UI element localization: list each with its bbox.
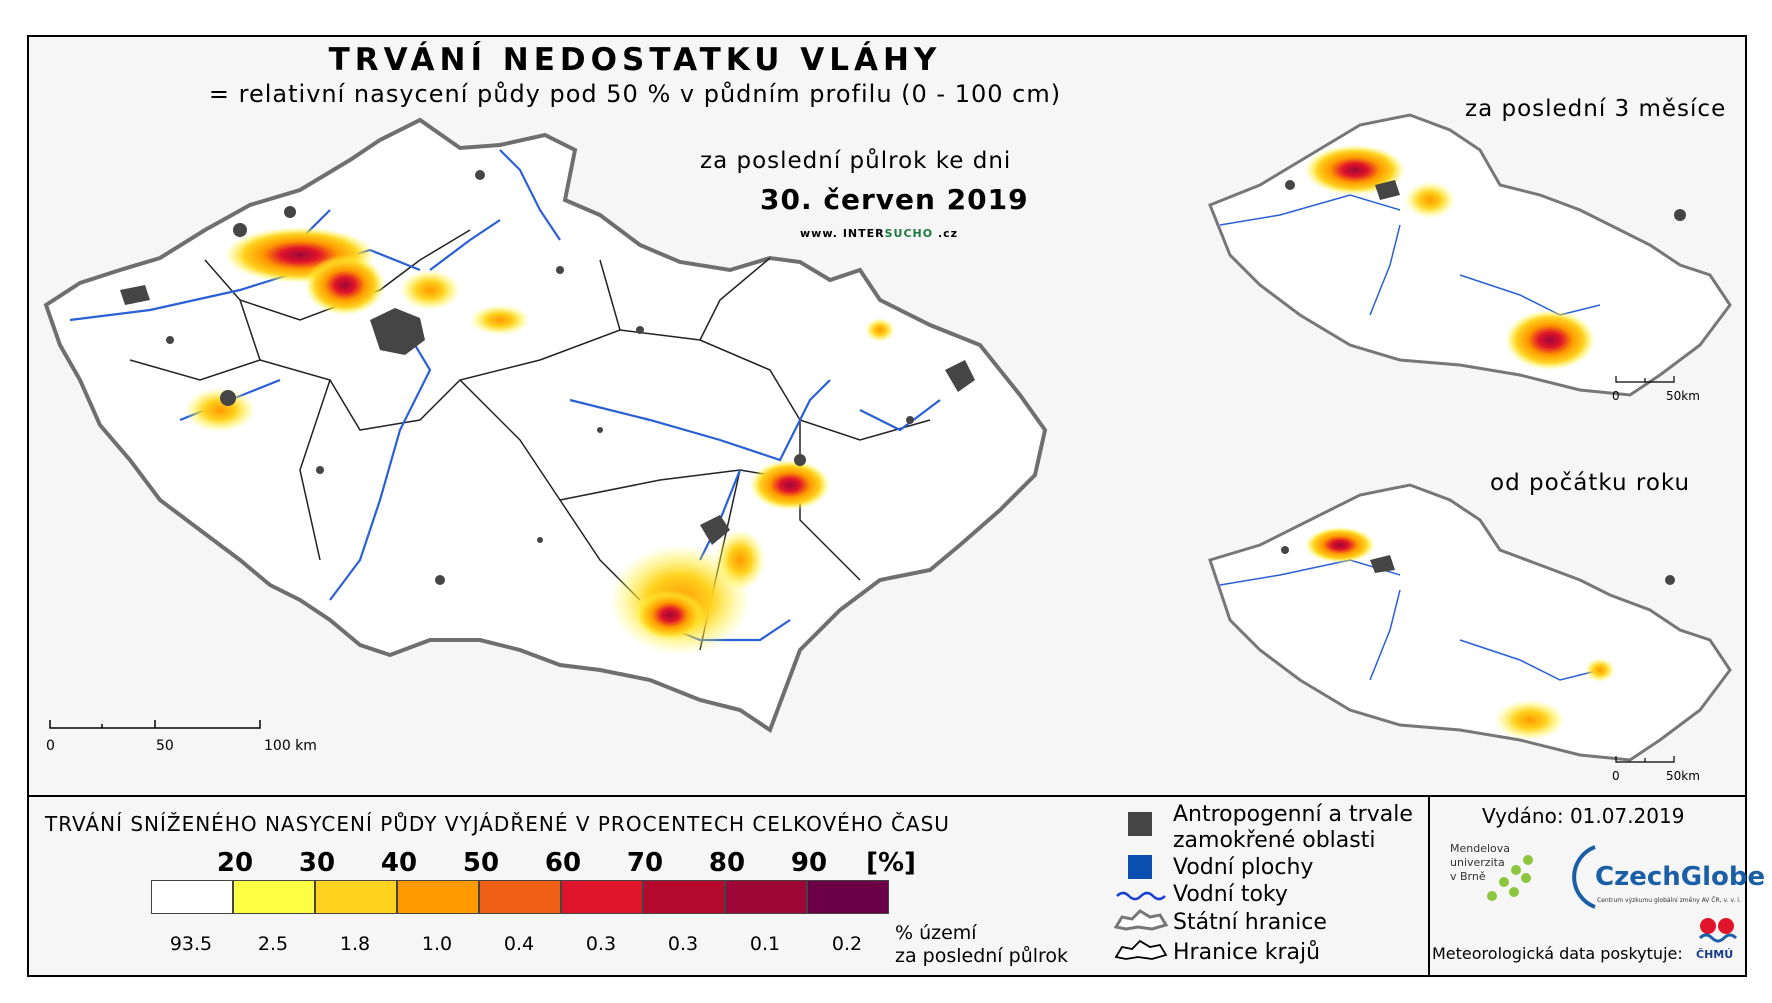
website-prefix: www. (800, 227, 838, 240)
legend-title: TRVÁNÍ SNÍŽENÉHO NASYCENÍ PŮDY VYJÁDŘENÉ… (45, 812, 950, 836)
class-label: 50 (462, 848, 500, 878)
inset-map-since-year-start (1208, 483, 1732, 762)
date-label: 30. červen 2019 (760, 183, 1029, 216)
legend-swatch (397, 880, 479, 914)
class-label: 70 (626, 848, 664, 878)
mendel-dots-icon (1487, 855, 1533, 901)
water-body-label: Vodní plochy (1173, 855, 1314, 880)
main-scale-bar (49, 720, 261, 729)
mendel-line-3: v Brně (1450, 870, 1486, 883)
state-border-icon (1113, 909, 1169, 931)
legend-swatch (315, 880, 397, 914)
chmu-logo-icon (1698, 918, 1738, 943)
period-label: za poslední půlrok ke dni (700, 148, 1012, 174)
map-title: TRVÁNÍ NEDOSTATKU VLÁHY (328, 42, 942, 78)
pct-value: 93.5 (169, 933, 213, 955)
legend-swatch (725, 880, 807, 914)
legend-swatch (561, 880, 643, 914)
inset-1-scale-0: 0 (1612, 389, 1620, 403)
pct-value: 0.4 (503, 933, 535, 955)
website-name-a: INTER (842, 227, 885, 240)
anthropogenic-label-2: zamokřené oblasti (1173, 828, 1376, 853)
pct-value: 0.3 (585, 933, 617, 955)
anthropogenic-label-1: Antropogenní a trvale (1173, 802, 1413, 827)
state-border-label: Státní hranice (1173, 910, 1327, 935)
river-label: Vodní toky (1173, 882, 1288, 907)
meteo-credit: Meteorologická data poskytuje: (1432, 944, 1683, 963)
class-label: 20 (216, 848, 254, 878)
inset-1-scale-50: 50km (1666, 389, 1700, 403)
mendel-university-logo: Mendelova univerzita v Brně (1450, 842, 1510, 884)
pct-value: 1.0 (421, 933, 453, 955)
issued-date: Vydáno: 01.07.2019 (1482, 804, 1685, 828)
legend-swatch (233, 880, 315, 914)
czechglobe-arc-icon (1572, 845, 1596, 909)
class-label: 30 (298, 848, 336, 878)
chmu-label: ČHMÚ (1696, 948, 1734, 961)
pct-value: 1.8 (339, 933, 371, 955)
inset-map-3-months (1208, 113, 1732, 397)
drought-hotspots (185, 227, 895, 655)
region-border-label: Hranice krajů (1173, 940, 1321, 965)
inset-2-scale-bar (1615, 756, 1675, 763)
anthropogenic-areas (120, 170, 975, 585)
legend-swatch (643, 880, 725, 914)
inset-1-label: za poslední 3 měsíce (1465, 96, 1727, 122)
mendel-line-1: Mendelova (1450, 842, 1511, 855)
pct-caption-2: za poslední půlrok (895, 945, 1069, 967)
inset-2-label: od počátku roku (1490, 470, 1691, 496)
inset-2-scale-50: 50km (1666, 769, 1700, 783)
inset-1-scale-bar (1615, 376, 1675, 383)
website-link[interactable]: www. INTERSUCHO .cz (800, 227, 958, 240)
pct-caption-1: % území (895, 922, 977, 944)
legend-divider (27, 795, 1747, 797)
main-scale-50: 50 (156, 738, 174, 754)
pct-value: 0.3 (667, 933, 699, 955)
legend-swatch (807, 880, 889, 914)
class-label: 90 (790, 848, 828, 878)
pct-value: 0.2 (831, 933, 863, 955)
czechglobe-subtitle: Centrum výzkumu globální změny AV ČR, v.… (1597, 897, 1741, 904)
water-body-swatch (1128, 855, 1152, 879)
legend-swatch (151, 880, 233, 914)
pct-value: 2.5 (257, 933, 289, 955)
pct-value: 0.1 (749, 933, 781, 955)
class-label: 80 (708, 848, 746, 878)
main-scale-0: 0 (46, 738, 55, 754)
credits-divider (1428, 795, 1430, 977)
anthropogenic-swatch (1128, 812, 1152, 836)
main-scale-100: 100 km (264, 738, 317, 754)
website-suffix: .cz (937, 227, 959, 240)
website-name-b: SUCHO (884, 227, 934, 240)
class-label: 60 (544, 848, 582, 878)
inset-2-scale-0: 0 (1612, 769, 1620, 783)
river-icon (1116, 891, 1166, 901)
region-border-icon (1114, 939, 1168, 960)
legend-swatch (479, 880, 561, 914)
unit-label: [%] (866, 848, 916, 878)
mendel-line-2: univerzita (1450, 856, 1505, 869)
map-subtitle: = relativní nasycení půdy pod 50 % v půd… (208, 80, 1062, 108)
class-label: 40 (380, 848, 418, 878)
czechglobe-logo: CzechGlobe (1595, 862, 1766, 892)
